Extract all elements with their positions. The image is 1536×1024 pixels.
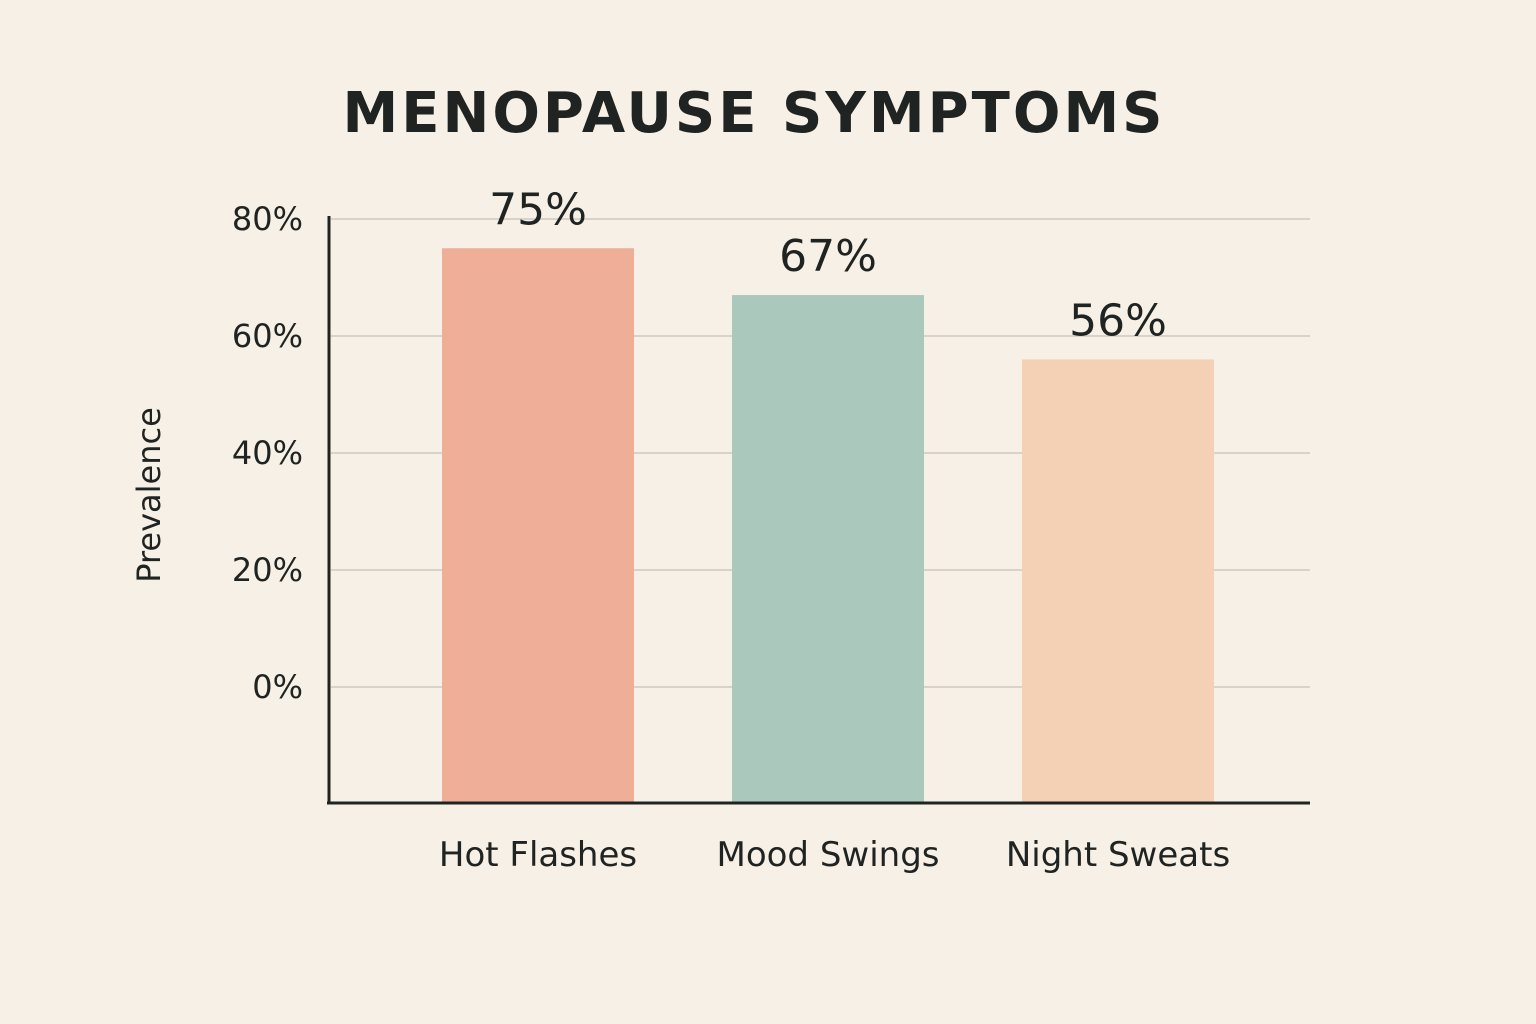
x-tick-label: Mood Swings (716, 835, 939, 875)
y-tick-label: 0% (252, 668, 303, 706)
bar (442, 248, 634, 802)
bar (1022, 359, 1214, 802)
category-labels: Hot Flashes Mood Swings Night Sweats (439, 835, 1230, 875)
bar-value-label: 67% (779, 231, 877, 282)
y-tick-label: 80% (232, 200, 303, 238)
x-tick-label: Night Sweats (1006, 835, 1230, 875)
bar-value-label: 56% (1069, 295, 1167, 346)
value-labels: 75% 67% 56% (489, 184, 1167, 346)
y-axis-label: Prevalence (130, 407, 168, 583)
chart-title: MENOPAUSE SYMPTOMS (342, 81, 1165, 146)
x-tick-label: Hot Flashes (439, 835, 637, 875)
y-tick-label: 20% (232, 551, 303, 589)
y-tick-label: 40% (232, 434, 303, 472)
bar-value-label: 75% (489, 184, 587, 235)
bars (442, 248, 1214, 802)
y-tick-labels: 0% 20% 40% 60% 80% (232, 200, 303, 706)
bar (732, 295, 924, 802)
y-tick-label: 60% (232, 317, 303, 355)
